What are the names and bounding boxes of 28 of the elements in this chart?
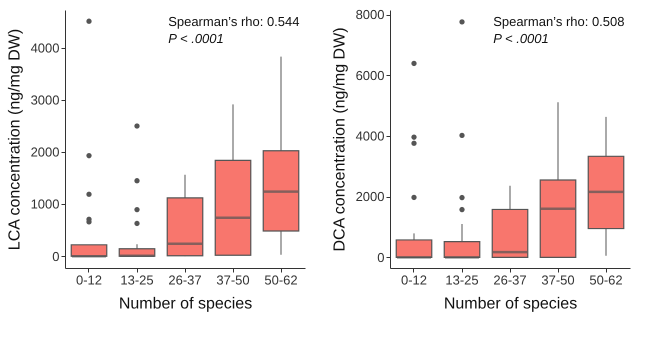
x-tick-label: 26-37: [168, 272, 202, 288]
y-tick-label: 4000: [30, 40, 60, 56]
x-tick-label: 50-62: [589, 272, 623, 288]
y-tick-label: 3000: [30, 92, 60, 108]
y-tick-label: 8000: [356, 7, 384, 22]
x-tick-label: 0-12: [400, 272, 428, 288]
x-tick-label: 50-62: [264, 272, 298, 288]
y-tick-label: 2000: [30, 144, 60, 160]
x-axis-title: Number of species: [118, 296, 252, 312]
y-axis-title: DCA concentration (ng/mg DW): [332, 27, 349, 252]
x-tick-label: 37-50: [541, 272, 575, 288]
y-tick-label: 0: [52, 248, 60, 264]
x-tick-label: 13-25: [120, 272, 154, 288]
annotation: P < .0001: [493, 31, 549, 46]
x-tick-label: 37-50: [216, 272, 250, 288]
y-tick-label: 6000: [356, 68, 384, 83]
y-tick-label: 2000: [356, 189, 384, 204]
annotation: P < .0001: [168, 31, 224, 46]
y-axis-title: LCA concentration (ng/mg DW): [6, 28, 24, 250]
annotation: Spearman’s rho: 0.508: [493, 14, 624, 29]
x-tick-label: 0-12: [76, 272, 102, 288]
annotation: Spearman’s rho: 0.544: [168, 14, 300, 29]
x-tick-label: 13-25: [445, 272, 479, 288]
y-tick-label: 0: [377, 250, 384, 265]
x-tick-label: 26-37: [493, 272, 527, 288]
y-tick-label: 1000: [30, 196, 60, 212]
y-tick-label: 4000: [356, 128, 384, 144]
x-axis-title: Number of species: [444, 296, 578, 312]
